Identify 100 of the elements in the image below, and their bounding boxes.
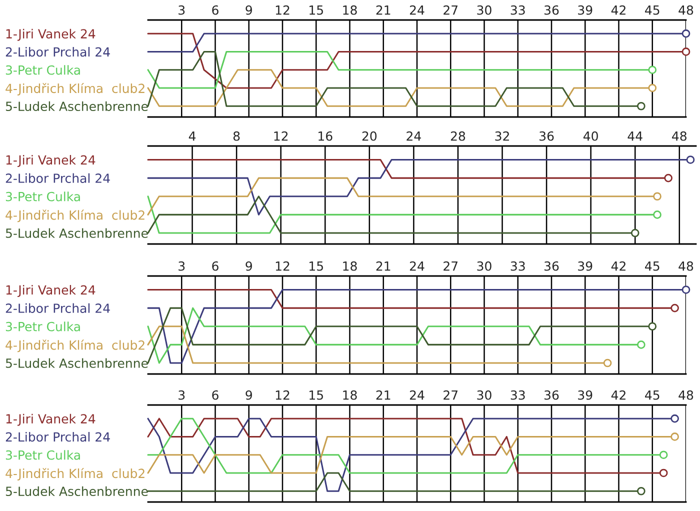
- x-tick-label: 44: [628, 132, 642, 141]
- point: [603, 358, 612, 368]
- point: [659, 450, 668, 460]
- y-tick-label: 3-Petr Culka: [6, 322, 80, 332]
- y-tick-label: 5-Ludek Aschenbrenne: [6, 486, 148, 496]
- point: [653, 192, 662, 201]
- x-tick-label: 21: [376, 390, 390, 400]
- y-tick-label: 4-Jindřich Klíma club2: [6, 340, 144, 352]
- point: [648, 322, 657, 331]
- x-tick-label: 15: [310, 262, 323, 271]
- x-tick-label: 15: [310, 390, 323, 400]
- x-tick-label: 24: [410, 390, 424, 400]
- x-tick-label: 45: [645, 390, 660, 400]
- y-tick-label: 5-Ludek Aschenbrenne: [6, 358, 148, 368]
- x-tick-label: 36: [540, 131, 554, 141]
- x-tick-label: 39: [578, 5, 592, 15]
- x-tick-label: 48: [678, 390, 694, 400]
- x-tick-label: 39: [578, 390, 592, 400]
- x-tick-label: 4: [188, 132, 196, 141]
- x-tick-label: 48: [678, 261, 694, 271]
- y-tick-label: 5-Ludek Aschenbrenne: [6, 101, 148, 112]
- point: [637, 486, 646, 496]
- x-tick-label: 33: [510, 261, 525, 271]
- y-tick-label: 1-Jiri Vanek 24: [6, 28, 96, 41]
- x-tick-label: 12: [276, 261, 290, 271]
- x-tick-label: 6: [212, 390, 218, 400]
- x-tick-label: 48: [672, 131, 686, 141]
- x-tick-label: 6: [212, 261, 218, 271]
- x-tick-label: 36: [544, 390, 559, 400]
- y-tick-label: 3-Petr Culka: [6, 192, 80, 202]
- y-tick-label: 4-Jindřich Klíma club2: [6, 468, 144, 480]
- x-tick-label: 24: [410, 261, 424, 271]
- x-tick-label: 30: [477, 5, 492, 15]
- x-tick-label: 27: [444, 261, 458, 271]
- x-tick-label: 27: [444, 390, 458, 400]
- y-tick-label: 1-Jiri Vanek 24: [6, 284, 96, 297]
- point: [637, 102, 646, 110]
- point: [664, 174, 672, 182]
- x-tick-label: 18: [343, 390, 357, 400]
- x-tick-label: 9: [246, 5, 252, 15]
- x-tick-label: 8: [233, 131, 240, 141]
- y-tick-label: 2-Libor Prchal 24: [6, 303, 110, 313]
- y-tick-label: 2-Libor Prchal 24: [6, 432, 110, 442]
- y-tick-label: 4-Jindřich Klíma club2: [6, 82, 144, 96]
- point: [670, 414, 679, 423]
- x-tick-label: 42: [611, 261, 626, 271]
- x-tick-label: 33: [510, 390, 525, 400]
- x-tick-label: 3: [178, 390, 185, 400]
- y-tick-label: 3-Petr Culka: [6, 450, 80, 460]
- y-tick-label: 1-Jiri Vanek 24: [6, 154, 96, 167]
- x-tick-label: 28: [450, 131, 466, 141]
- point: [648, 84, 657, 92]
- y-tick-label: 2-Libor Prchal 24: [6, 173, 110, 183]
- x-tick-label: 6: [212, 5, 218, 15]
- point: [682, 286, 690, 294]
- x-tick-label: 42: [611, 390, 626, 400]
- x-tick-label: 12: [276, 390, 290, 400]
- x-tick-label: 9: [246, 390, 252, 400]
- point: [670, 304, 679, 312]
- x-tick-label: 21: [376, 261, 390, 271]
- x-tick-label: 33: [510, 5, 525, 15]
- x-tick-label: 15: [310, 6, 323, 15]
- x-tick-label: 39: [578, 261, 592, 271]
- x-tick-label: 36: [544, 261, 559, 271]
- y-tick-label: 4-Jindřich Klíma club2: [6, 210, 144, 222]
- x-tick-label: 30: [477, 390, 492, 400]
- x-tick-label: 40: [583, 131, 598, 141]
- point: [653, 210, 662, 219]
- point: [682, 29, 690, 38]
- x-tick-label: 24: [410, 5, 424, 15]
- point: [686, 156, 695, 164]
- x-tick-label: 3: [178, 5, 185, 15]
- y-tick-label: 2-Libor Prchal 24: [6, 46, 110, 57]
- y-tick-label: 1-Jiri Vanek 24: [6, 414, 96, 426]
- x-tick-label: 36: [544, 5, 559, 15]
- point: [637, 340, 646, 349]
- x-tick-label: 48: [678, 5, 694, 15]
- x-tick-label: 45: [645, 6, 660, 15]
- point: [682, 48, 690, 56]
- x-tick-label: 20: [362, 131, 377, 141]
- y-tick-label: 3-Petr Culka: [6, 65, 80, 75]
- x-tick-label: 32: [495, 131, 509, 141]
- point: [630, 228, 640, 238]
- x-tick-label: 42: [611, 5, 626, 15]
- x-tick-label: 12: [274, 131, 288, 141]
- x-tick-label: 18: [343, 5, 357, 15]
- point: [648, 66, 657, 74]
- point: [659, 468, 668, 478]
- x-tick-label: 3: [178, 261, 185, 271]
- x-tick-label: 12: [276, 5, 290, 15]
- x-tick-label: 21: [376, 5, 390, 15]
- point: [670, 432, 679, 441]
- x-tick-label: 30: [477, 261, 492, 271]
- x-tick-label: 24: [406, 131, 421, 141]
- x-tick-label: 9: [246, 261, 252, 271]
- x-tick-label: 27: [444, 5, 458, 15]
- x-tick-label: 45: [645, 262, 660, 271]
- x-tick-label: 18: [343, 261, 357, 271]
- y-tick-label: 5-Ludek Aschenbrenne: [6, 228, 148, 238]
- x-tick-label: 16: [318, 131, 332, 141]
